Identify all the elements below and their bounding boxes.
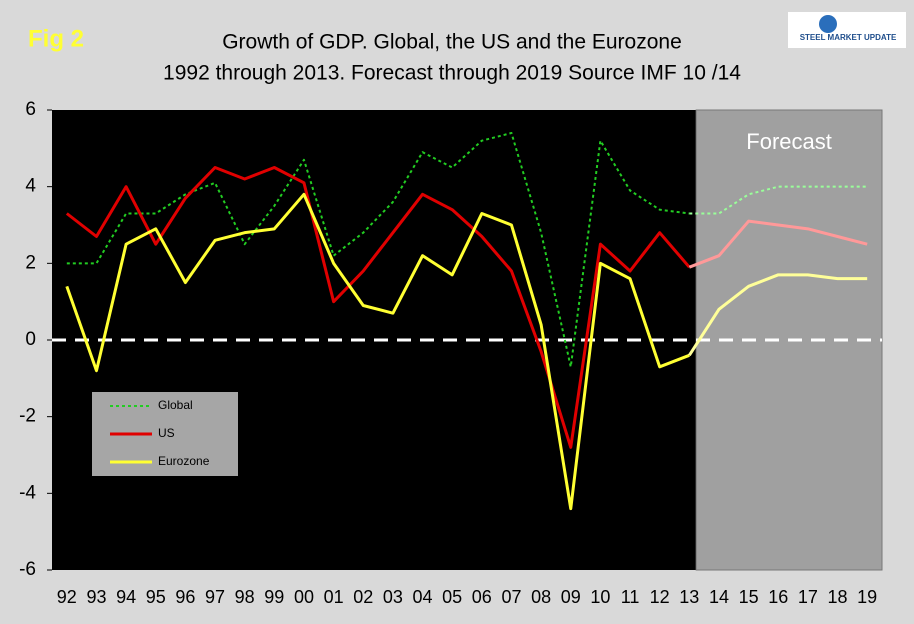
x-tick-label: 98 bbox=[235, 587, 255, 607]
x-tick-label: 06 bbox=[472, 587, 492, 607]
logo: STEEL MARKET UPDATE bbox=[800, 33, 897, 42]
y-tick-label: 6 bbox=[25, 99, 36, 120]
y-tick-label: 4 bbox=[25, 176, 36, 197]
x-tick-label: 92 bbox=[57, 587, 77, 607]
x-tick-label: 01 bbox=[324, 587, 344, 607]
x-tick-label: 13 bbox=[679, 587, 699, 607]
x-tick-label: 12 bbox=[650, 587, 670, 607]
chart-title: Growth of GDP. Global, the US and the Eu… bbox=[222, 31, 682, 54]
legend-label: Global bbox=[158, 398, 193, 412]
x-tick-label: 10 bbox=[590, 587, 610, 607]
x-tick-label: 16 bbox=[768, 587, 788, 607]
figure-label: Fig 2 bbox=[28, 25, 84, 52]
x-tick-label: 99 bbox=[264, 587, 284, 607]
y-tick-label: -6 bbox=[19, 559, 36, 580]
x-tick-label: 02 bbox=[353, 587, 373, 607]
x-tick-label: 19 bbox=[857, 587, 877, 607]
forecast-label: Forecast bbox=[746, 129, 832, 154]
x-tick-label: 97 bbox=[205, 587, 225, 607]
logo-box bbox=[788, 12, 906, 48]
x-tick-label: 18 bbox=[828, 587, 848, 607]
chart-subtitle: 1992 through 2013. Forecast through 2019… bbox=[163, 62, 741, 85]
series-line bbox=[65, 166, 691, 449]
legend-label: Eurozone bbox=[158, 454, 210, 468]
y-tick-label: 2 bbox=[25, 252, 36, 273]
x-tick-label: 17 bbox=[798, 587, 818, 607]
x-tick-label: 07 bbox=[501, 587, 521, 607]
x-tick-label: 11 bbox=[621, 587, 640, 607]
x-tick-label: 04 bbox=[413, 587, 433, 607]
series-line bbox=[688, 273, 868, 357]
x-tick-label: 95 bbox=[146, 587, 166, 607]
y-tick-label: 0 bbox=[25, 329, 36, 350]
x-tick-label: 14 bbox=[709, 587, 729, 607]
x-tick-label: 15 bbox=[739, 587, 759, 607]
x-tick-label: 96 bbox=[175, 587, 195, 607]
x-tick-label: 93 bbox=[86, 587, 106, 607]
y-tick-label: -2 bbox=[19, 406, 36, 427]
series-line bbox=[65, 192, 690, 511]
x-tick-label: 03 bbox=[383, 587, 403, 607]
series-line bbox=[688, 219, 868, 269]
x-tick-label: 00 bbox=[294, 587, 314, 607]
y-tick-label: -4 bbox=[19, 482, 36, 503]
legend-label: US bbox=[158, 426, 175, 440]
x-tick-label: 94 bbox=[116, 587, 136, 607]
x-tick-label: 09 bbox=[561, 587, 581, 607]
x-tick-label: 05 bbox=[442, 587, 462, 607]
x-tick-label: 08 bbox=[531, 587, 551, 607]
series-line bbox=[66, 132, 690, 368]
logo-icon bbox=[819, 15, 837, 33]
